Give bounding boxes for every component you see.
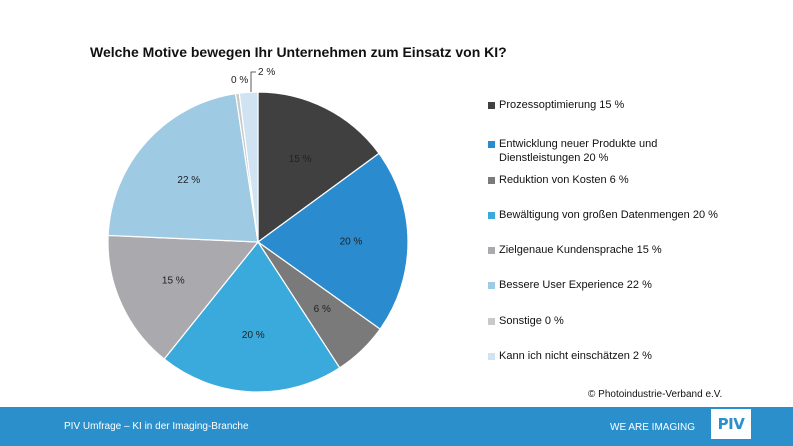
legend-label: Kann ich nicht einschätzen 2 % bbox=[499, 350, 652, 362]
legend-swatch bbox=[488, 353, 495, 360]
pie-slice-5 bbox=[107, 234, 260, 360]
pie-slice-1 bbox=[257, 91, 380, 244]
legend-label: Reduktion von Kosten 6 % bbox=[499, 174, 629, 186]
piv-logo-text: PIV bbox=[717, 415, 745, 433]
legend-swatch bbox=[488, 318, 495, 325]
copyright-note: © Photoindustrie-Verband e.V. bbox=[588, 389, 723, 400]
legend-item-1: Prozessoptimierung 15 % bbox=[488, 98, 778, 112]
legend-item-3: Reduktion von Kosten 6 % bbox=[488, 173, 778, 187]
pie-slice-value-label-1: 15 % bbox=[289, 154, 312, 165]
pie-slice-value-label-3: 6 % bbox=[314, 304, 331, 315]
legend-swatch bbox=[488, 177, 495, 184]
pie-slice-value-label-8: 2 % bbox=[258, 67, 275, 78]
pie-slice-8 bbox=[238, 91, 259, 243]
legend-swatch bbox=[488, 247, 495, 254]
pie-slice-4 bbox=[163, 240, 341, 393]
footer-survey-title: PIV Umfrage – KI in der Imaging-Branche bbox=[64, 421, 249, 432]
legend-item-5: Zielgenaue Kundensprache 15 % bbox=[488, 243, 778, 257]
legend-item-2: Entwicklung neuer Produkte und Dienstlei… bbox=[488, 137, 778, 165]
legend-item-6: Bessere User Experience 22 % bbox=[488, 278, 778, 292]
legend-label: Bewältigung von großen Datenmengen 20 % bbox=[499, 209, 718, 221]
legend-label: Entwicklung neuer Produkte und Dienstlei… bbox=[499, 138, 658, 164]
callout-leader-line bbox=[250, 71, 256, 92]
legend-item-4: Bewältigung von großen Datenmengen 20 % bbox=[488, 208, 778, 222]
footer-bar: PIV Umfrage – KI in der Imaging-Branche … bbox=[0, 407, 793, 446]
pie-slice-value-label-4: 20 % bbox=[242, 330, 265, 341]
chart-title: Welche Motive bewegen Ihr Unternehmen zu… bbox=[90, 44, 507, 60]
legend-label: Bessere User Experience 22 % bbox=[499, 279, 652, 291]
pie-slice-value-label-7: 0 % bbox=[231, 75, 248, 86]
legend-swatch bbox=[488, 282, 495, 289]
footer-slogan: WE ARE IMAGING bbox=[610, 422, 696, 433]
legend-item-8: Kann ich nicht einschätzen 2 % bbox=[488, 349, 778, 363]
legend-swatch bbox=[488, 141, 495, 148]
pie-slice-value-label-5: 15 % bbox=[162, 275, 185, 286]
legend-swatch bbox=[488, 102, 495, 109]
legend-item-7: Sonstige 0 % bbox=[488, 314, 778, 328]
legend-label: Zielgenaue Kundensprache 15 % bbox=[499, 244, 662, 256]
pie-slice-2 bbox=[256, 152, 409, 330]
pie-slice-value-label-6: 22 % bbox=[177, 175, 200, 186]
legend-label: Sonstige 0 % bbox=[499, 315, 564, 327]
legend-label: Prozessoptimierung 15 % bbox=[499, 99, 625, 111]
pie-chart: 15 % 20 % 6 % 20 % 15 % 22 % 0 % 2 % bbox=[107, 67, 409, 393]
legend-swatch bbox=[488, 212, 495, 219]
pie-slice-value-label-2: 20 % bbox=[340, 236, 363, 247]
pie-slice-6 bbox=[107, 93, 259, 243]
piv-logo: PIV bbox=[711, 409, 751, 439]
